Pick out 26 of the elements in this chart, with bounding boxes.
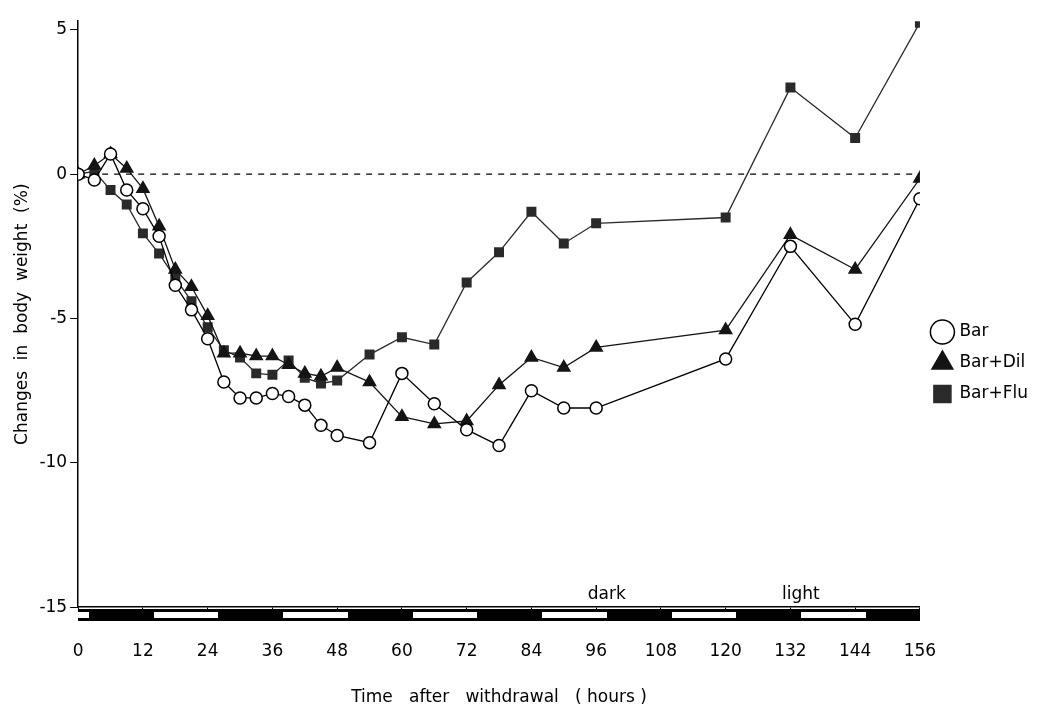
x-tick-label: 132 — [774, 639, 807, 660]
y-tick-label: -15 — [39, 595, 68, 616]
y-tick-label: 5 — [56, 18, 68, 39]
y-axis-title: Changes in body weight (%) — [10, 183, 31, 445]
x-tick-label: 24 — [196, 639, 219, 660]
x-tick-label: 96 — [585, 639, 607, 660]
legend-label: Bar+Flu — [959, 382, 1028, 403]
x-tick-label: 144 — [838, 639, 872, 660]
x-tick-label: 60 — [391, 639, 413, 660]
x-tick-label: 0 — [72, 639, 84, 660]
y-tick-label: 0 — [56, 162, 68, 183]
y-tick-label: -5 — [50, 306, 68, 327]
x-tick-label: 120 — [709, 639, 742, 660]
x-tick-label: 72 — [455, 639, 478, 660]
x-tick-label: 36 — [261, 639, 284, 660]
x-tick-label: 84 — [520, 639, 543, 660]
y-tick-label: -10 — [39, 451, 68, 472]
x-tick-label: 108 — [644, 639, 678, 660]
x-tick-label: 48 — [326, 639, 348, 660]
legend-label: Bar — [959, 320, 989, 341]
annotation: dark — [587, 583, 626, 604]
x-axis-title: Time after withdrawal ( hours ) — [350, 686, 647, 707]
x-tick-label: 12 — [132, 639, 154, 660]
annotation: light — [781, 583, 820, 604]
x-tick-label: 156 — [903, 639, 937, 660]
legend-label: Bar+Dil — [959, 351, 1026, 372]
